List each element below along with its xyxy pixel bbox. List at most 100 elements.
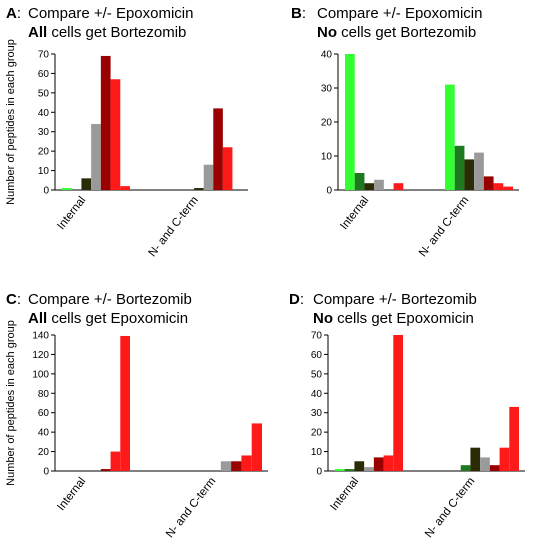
y-tick-label: 30 bbox=[38, 127, 50, 138]
bar-chart: 0 10 20 30 40 Internal N- and C-term bbox=[321, 50, 519, 259]
panel-colon: : bbox=[16, 5, 22, 22]
y-tick-label: 40 bbox=[38, 428, 50, 439]
chart-title: Compare +/- Epoxomicin bbox=[28, 5, 194, 22]
subtitle-bold: All bbox=[28, 310, 48, 327]
bar bbox=[470, 447, 481, 471]
panel-b: B: Compare +/- Epoxomicin No cells get B… bbox=[273, 0, 546, 275]
y-tick-label: 0 bbox=[326, 186, 332, 197]
bar bbox=[100, 469, 111, 471]
y-tick-label: 0 bbox=[43, 186, 49, 197]
bar bbox=[203, 164, 214, 190]
bar bbox=[220, 461, 232, 471]
bar bbox=[110, 451, 121, 471]
bar bbox=[241, 455, 252, 471]
panel-colon: : bbox=[301, 5, 307, 22]
subtitle-bold: No bbox=[313, 310, 333, 327]
bar bbox=[383, 455, 394, 471]
y-tick-label: 30 bbox=[311, 408, 323, 419]
panel-a: A: Compare +/- Epoxomicin All cells get … bbox=[0, 0, 273, 275]
y-tick-label: 40 bbox=[311, 389, 323, 400]
bar bbox=[393, 335, 403, 471]
bar bbox=[474, 152, 484, 190]
y-axis-label: Number of peptides in each group bbox=[5, 39, 17, 205]
bar bbox=[460, 465, 471, 471]
chart-title: Compare +/- Epoxomicin bbox=[317, 5, 483, 22]
bar bbox=[213, 108, 223, 190]
y-tick-label: 30 bbox=[321, 84, 333, 95]
subtitle-rest: cells get Bortezomib bbox=[337, 24, 477, 41]
subtitle-bold: All bbox=[28, 24, 48, 41]
y-tick-label: 20 bbox=[321, 118, 333, 129]
y-axis-label: Number of peptides in each group bbox=[5, 320, 17, 486]
y-tick-label: 10 bbox=[321, 152, 333, 163]
y-tick-label: 0 bbox=[43, 467, 49, 478]
bar bbox=[354, 173, 365, 190]
panel-letter: A bbox=[6, 5, 17, 22]
bar bbox=[393, 183, 404, 190]
bar bbox=[489, 465, 500, 471]
bar bbox=[373, 457, 384, 471]
panel-letter: C bbox=[6, 291, 17, 308]
bar bbox=[464, 159, 475, 190]
bar bbox=[483, 176, 494, 190]
panel-letter: D bbox=[289, 291, 300, 308]
bar bbox=[81, 178, 92, 190]
y-tick-label: 20 bbox=[38, 447, 50, 458]
bar bbox=[454, 145, 465, 190]
panel-c: C: Compare +/- Bortezomib All cells get … bbox=[0, 275, 273, 550]
bar bbox=[91, 123, 101, 190]
bar bbox=[344, 469, 355, 471]
x-tick-label: N- and C-term bbox=[423, 475, 477, 540]
bar bbox=[231, 461, 242, 471]
y-tick-label: 20 bbox=[311, 428, 323, 439]
bar bbox=[222, 147, 233, 190]
bar bbox=[251, 423, 262, 471]
y-tick-label: 60 bbox=[311, 350, 323, 361]
x-tick-label: N- and C-term bbox=[147, 194, 201, 259]
x-tick-label: N- and C-term bbox=[417, 194, 471, 259]
y-tick-label: 60 bbox=[38, 69, 50, 80]
bar bbox=[120, 335, 130, 471]
subtitle-rest: cells get Epoxomicin bbox=[47, 310, 189, 327]
bar bbox=[62, 188, 72, 190]
panel-colon: : bbox=[299, 291, 305, 308]
subtitle-bold: No bbox=[317, 24, 337, 41]
x-tick-label: Internal bbox=[55, 194, 88, 232]
y-tick-label: 10 bbox=[311, 447, 323, 458]
y-tick-label: 70 bbox=[38, 50, 50, 61]
x-tick-label: Internal bbox=[328, 475, 361, 513]
x-tick-label: Internal bbox=[338, 194, 371, 232]
bar bbox=[364, 183, 375, 190]
subtitle-rest: cells get Bortezomib bbox=[47, 24, 187, 41]
y-tick-label: 50 bbox=[311, 369, 323, 380]
chart-title: Compare +/- Bortezomib bbox=[313, 291, 477, 308]
bar bbox=[480, 457, 490, 471]
y-tick-label: 80 bbox=[38, 389, 50, 400]
bar bbox=[345, 54, 355, 190]
panel-letter: B bbox=[291, 5, 302, 22]
bar bbox=[374, 179, 384, 190]
bar bbox=[335, 469, 345, 471]
y-tick-label: 140 bbox=[32, 331, 49, 342]
bar bbox=[120, 186, 130, 190]
bar-chart: 0 20 40 60 80 100 120 140 Number of peptides in … bbox=[5, 320, 268, 540]
bar bbox=[354, 461, 365, 471]
y-tick-label: 50 bbox=[38, 88, 50, 99]
bar bbox=[509, 406, 519, 471]
bar bbox=[100, 55, 111, 190]
y-tick-label: 40 bbox=[38, 108, 50, 119]
x-tick-label: Internal bbox=[55, 475, 88, 513]
chart-title: Compare +/- Bortezomib bbox=[28, 291, 192, 308]
y-tick-label: 10 bbox=[38, 166, 50, 177]
bar-chart: 0 10 20 30 40 50 60 70 Internal N- and C-term bbox=[311, 331, 525, 540]
y-tick-label: 40 bbox=[321, 50, 333, 61]
y-tick-label: 0 bbox=[316, 467, 322, 478]
bar bbox=[493, 183, 504, 190]
bar bbox=[499, 447, 510, 471]
bar bbox=[110, 79, 121, 190]
y-tick-label: 70 bbox=[311, 331, 323, 342]
y-tick-label: 20 bbox=[38, 147, 50, 158]
y-tick-label: 120 bbox=[32, 350, 49, 361]
y-tick-label: 60 bbox=[38, 408, 50, 419]
panel-colon: : bbox=[16, 291, 22, 308]
